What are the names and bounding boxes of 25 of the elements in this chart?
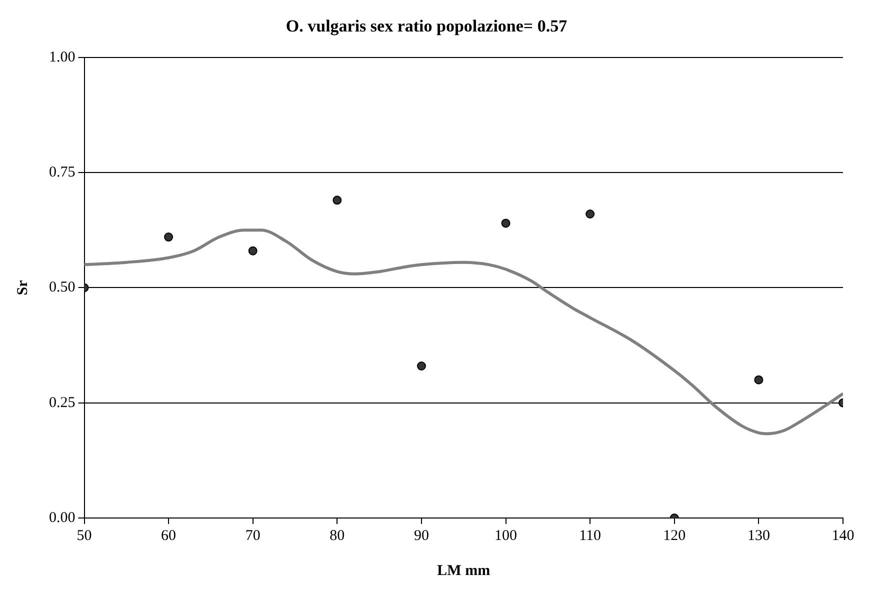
point xyxy=(754,375,764,384)
y-axis-title: Sr xyxy=(14,280,31,296)
y-tick-label: 0.75 xyxy=(49,164,76,180)
x-tick-label: 90 xyxy=(414,528,429,544)
x-tick-label: 120 xyxy=(663,528,686,544)
point xyxy=(164,232,174,242)
x-tick-label: 50 xyxy=(76,528,92,544)
chart-title: O. vulgaris sex ratio popolazione= 0.57 xyxy=(286,16,568,36)
x-axis-title: LM mm xyxy=(437,562,491,579)
point xyxy=(501,218,510,228)
point xyxy=(586,210,595,219)
x-tick-label: 70 xyxy=(245,528,260,544)
y-tick-label: 0.50 xyxy=(49,280,76,296)
point xyxy=(248,246,258,256)
x-tick-label: 80 xyxy=(330,528,345,544)
point xyxy=(332,196,342,205)
x-tick-label: 60 xyxy=(161,528,176,544)
x-tick-label: 130 xyxy=(747,528,770,544)
x-tick-label: 140 xyxy=(832,528,854,544)
point xyxy=(416,362,426,370)
y-tick-label: 0.25 xyxy=(49,394,76,411)
y-tick-label: 0.00 xyxy=(49,510,76,526)
y-tick-label: 1.00 xyxy=(49,49,76,66)
x-tick-label: 110 xyxy=(579,528,602,544)
x-tick-label: 100 xyxy=(494,528,518,544)
